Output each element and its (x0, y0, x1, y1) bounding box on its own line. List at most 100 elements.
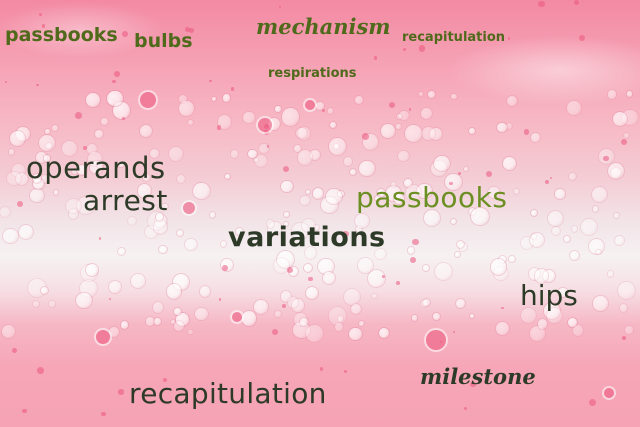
pink-droplet (183, 202, 195, 214)
foam-bubble (254, 158, 259, 163)
foam-bubble (299, 317, 309, 327)
foam-bubble (41, 175, 49, 183)
foam-bubble (301, 218, 316, 232)
foam-bubble (375, 248, 387, 260)
foam-bubble (359, 160, 375, 177)
pink-dot (621, 335, 626, 340)
foam-bubble (614, 213, 619, 218)
foam-bubble (76, 292, 92, 309)
pink-dot (271, 329, 278, 336)
foam-bubble (220, 241, 227, 247)
foam-bubble (350, 303, 362, 314)
pink-dot (549, 177, 552, 180)
pink-droplet (305, 100, 315, 110)
pink-dot (470, 381, 476, 388)
foam-bubble (572, 325, 584, 336)
foam-bubble (33, 178, 44, 190)
foam-bubble (581, 218, 598, 235)
foam-bubble (292, 299, 305, 312)
pink-dot (222, 265, 228, 272)
foam-bubble (68, 209, 79, 219)
foam-bubble (274, 310, 282, 318)
foam-bubble (52, 124, 59, 131)
pink-dot (216, 125, 222, 130)
foam-bubble (428, 90, 436, 98)
foam-bubble (174, 320, 185, 331)
foam-bubble (374, 195, 381, 202)
foam-bubble (488, 186, 500, 199)
foam-bubble (281, 180, 293, 193)
foam-bubble (0, 206, 11, 218)
foam-bubble (253, 299, 268, 314)
word-operands: operands (26, 151, 166, 185)
word-variations: variations (228, 222, 386, 253)
foam-bubble (109, 326, 120, 337)
foam-bubble (563, 235, 570, 242)
foam-bubble (490, 259, 507, 275)
foam-bubble (15, 172, 28, 185)
foam-bubble (80, 280, 97, 297)
pink-dot (93, 206, 97, 211)
foam-bubble (313, 224, 320, 231)
pink-dot (266, 144, 270, 148)
foam-bubble (236, 228, 244, 236)
pink-dot (579, 34, 586, 41)
pink-dot (83, 145, 88, 151)
foam-bubble (418, 91, 424, 97)
foam-bubble (293, 322, 310, 339)
foam-bubble (162, 203, 168, 210)
pink-dot (412, 238, 419, 246)
foam-bubble (38, 134, 55, 151)
foam-bubble (275, 106, 281, 112)
foam-bubble (287, 297, 299, 308)
foam-bubble (568, 172, 576, 181)
pink-dot (319, 367, 324, 371)
foam-bubble (66, 198, 81, 214)
foam-bubble (300, 195, 310, 206)
foam-bubble (411, 315, 418, 321)
foam-bubble (305, 247, 317, 259)
foam-bubble (399, 110, 409, 121)
foam-bubble (310, 150, 320, 160)
word-hips: hips (520, 279, 578, 312)
pink-dot (342, 230, 350, 238)
foam-bubble (513, 188, 519, 195)
foam-bubble (327, 108, 334, 114)
foam-bubble (615, 236, 625, 245)
pink-dot (36, 366, 44, 374)
foam-bubble (10, 131, 25, 146)
foam-bubble (407, 247, 415, 254)
foam-bubble (423, 209, 441, 227)
foam-bubble (623, 132, 630, 139)
foam-bubble (54, 190, 59, 195)
word-bulbs: bulbs (134, 30, 193, 52)
foam-bubble (469, 313, 475, 319)
pink-dot (38, 13, 42, 17)
foam-bubble (288, 267, 298, 277)
foam-bubble (405, 185, 422, 201)
foam-bubble (176, 230, 183, 237)
foam-bubble (76, 164, 87, 175)
foam-bubble (521, 307, 537, 323)
foam-bubble (626, 91, 632, 97)
foam-bubble (502, 156, 517, 171)
foam-bubble (178, 94, 188, 104)
pink-dot (321, 109, 326, 113)
foam-bubble (372, 293, 377, 299)
foam-bubble (106, 90, 123, 107)
foam-bubble (531, 210, 538, 216)
foam-bubble (430, 127, 442, 140)
foam-bubble (316, 102, 325, 111)
word-milestone: milestone (420, 364, 536, 389)
foam-bubble (188, 329, 193, 334)
pink-dot (574, 0, 580, 6)
foam-bubble (337, 316, 344, 322)
foam-bubble (268, 222, 282, 236)
foam-bubble (185, 238, 198, 251)
foam-bubble (509, 256, 515, 262)
foam-bubble (195, 307, 208, 321)
foam-bubble (283, 211, 289, 217)
foam-bubble (176, 313, 190, 327)
foam-bubble (119, 162, 124, 168)
foam-bubble (567, 317, 577, 327)
